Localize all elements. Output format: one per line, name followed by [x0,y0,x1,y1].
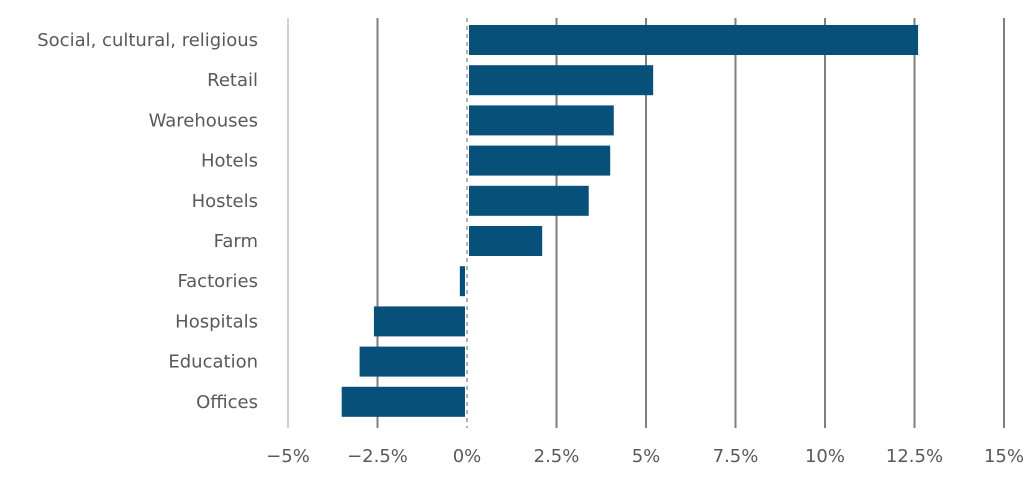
category-label: Offices [196,392,258,413]
category-label: Hotels [201,151,258,172]
bar-offices [341,386,465,417]
x-tick-label: 15% [984,446,1024,467]
x-tick-label: 5% [632,446,661,467]
bar-warehouses [469,105,614,136]
bars [341,25,919,417]
x-tick-label: 0% [453,446,482,467]
category-label: Warehouses [149,110,258,131]
category-labels: Social, cultural, religious Retail Warehou… [37,30,258,413]
x-tick-label: −5% [266,446,310,467]
bar-farm [469,226,543,256]
category-label: Social, cultural, religious [37,30,258,51]
category-label: Factories [177,271,258,292]
category-label: Education [168,352,258,373]
bar-hotels [469,145,611,176]
bar-social-cultural-religious [469,25,919,55]
category-label: Hospitals [175,311,258,332]
bar-retail [469,65,654,96]
category-label: Retail [207,70,258,91]
x-axis-tick-labels: −5% −2.5% 0% 2.5% 5% 7.5% 10% 12.5% 15% [266,446,1024,467]
x-tick-label: 10% [805,446,845,467]
x-tick-label: 12.5% [886,446,943,467]
category-label: Hostels [192,191,258,212]
x-tick-label: 2.5% [534,446,580,467]
bar-education [359,346,465,377]
x-tick-label: 7.5% [713,446,759,467]
bar-factories [459,266,465,297]
bar-hostels [469,185,589,216]
bar-hospitals [373,306,465,337]
category-label: Farm [214,231,258,252]
x-tick-label: −2.5% [347,446,408,467]
